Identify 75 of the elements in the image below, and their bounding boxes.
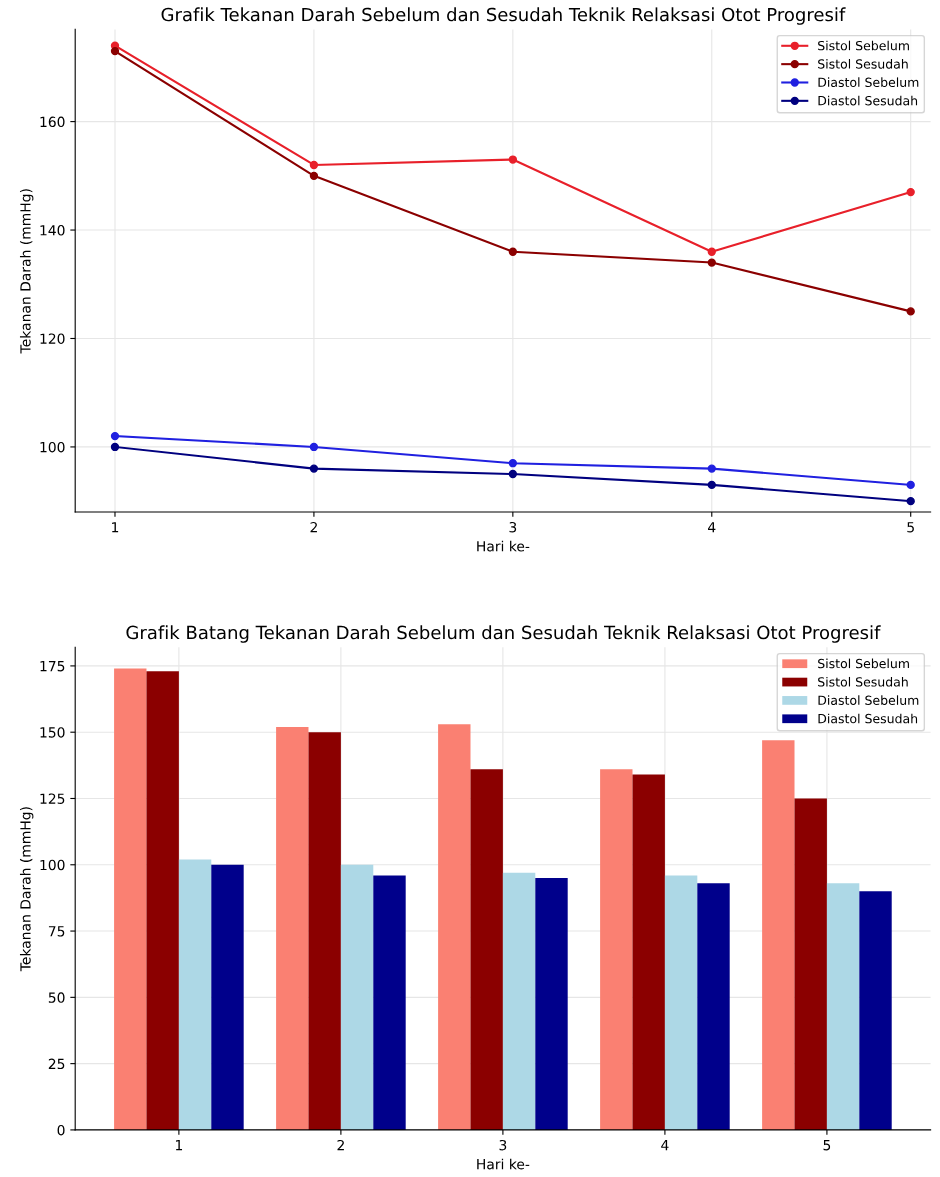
x-tick-label: 5 <box>907 522 914 533</box>
y-tick-label: 160 <box>40 116 65 128</box>
bar <box>826 883 860 1130</box>
bar <box>211 864 244 1130</box>
point <box>110 46 120 56</box>
point <box>110 431 120 441</box>
legend-label: Sistol Sesudah <box>818 676 908 687</box>
bar <box>114 668 147 1130</box>
y-tick-label: 120 <box>40 333 65 344</box>
bar <box>373 875 406 1130</box>
point <box>110 442 120 452</box>
y-axis-title: Tekanan Darah (mmHg) <box>19 189 34 354</box>
x-tick-label: 3 <box>509 521 517 533</box>
legend-label: Sistol Sebelum <box>818 658 909 669</box>
legend-label: Sistol Sebelum <box>818 40 909 51</box>
point <box>906 480 915 490</box>
point <box>906 187 915 197</box>
x-tick-label: 2 <box>337 1139 344 1151</box>
y-tick-label: 125 <box>40 793 65 804</box>
bar <box>600 769 633 1130</box>
bar <box>664 875 698 1130</box>
x-tick-label: 1 <box>175 1140 183 1151</box>
point <box>508 469 518 479</box>
y-tick-label: 0 <box>57 1124 65 1136</box>
legend-label: Sistol Sesudah <box>818 59 908 69</box>
point <box>707 247 716 256</box>
x-tick-label: 4 <box>708 522 716 533</box>
point <box>309 464 319 473</box>
x-tick-label: 5 <box>823 1140 831 1151</box>
point <box>309 442 319 452</box>
y-tick-label: 100 <box>40 441 65 453</box>
y-tick-label: 175 <box>40 661 65 672</box>
x-tick-label: 2 <box>310 521 317 533</box>
bar <box>470 769 503 1130</box>
bar <box>276 726 309 1130</box>
point <box>508 247 518 256</box>
bar <box>632 774 665 1130</box>
point <box>906 496 915 506</box>
point <box>707 464 716 473</box>
y-tick-label: 140 <box>40 225 65 236</box>
y-tick-label: 25 <box>48 1058 65 1070</box>
bar <box>794 798 827 1130</box>
x-tick-label: 4 <box>661 1140 669 1151</box>
y-tick-label: 75 <box>48 926 65 937</box>
bar <box>535 878 568 1130</box>
bar <box>697 883 730 1130</box>
point <box>508 155 518 164</box>
point <box>707 258 716 267</box>
chart-title: Grafik Batang Tekanan Darah Sebelum dan Sesudah Teknik Relaksasi Otot Progresif <box>126 625 881 643</box>
bar <box>762 740 795 1130</box>
bar <box>859 891 892 1130</box>
bar <box>308 732 341 1130</box>
legend-label: Diastol Sebelum <box>818 77 919 88</box>
x-axis-title: Hari ke- <box>477 540 530 552</box>
point <box>906 307 915 316</box>
x-axis-title: Hari ke- <box>477 1158 530 1170</box>
legend-label: Diastol Sesudah <box>818 95 918 106</box>
y-axis-title: Tekanan Darah (mmHg) <box>19 807 34 972</box>
bar <box>502 872 536 1130</box>
bar <box>438 724 471 1130</box>
point <box>309 160 319 170</box>
point <box>707 480 716 490</box>
legend-label: Diastol Sebelum <box>818 695 919 705</box>
point <box>508 459 518 468</box>
y-tick-label: 150 <box>40 727 65 738</box>
point <box>309 171 319 180</box>
chart-title: Grafik Tekanan Darah Sebelum dan Sesudah Teknik Relaksasi Otot Progresif <box>161 7 846 25</box>
bar <box>340 864 374 1130</box>
y-tick-label: 100 <box>40 859 65 871</box>
y-tick-label: 50 <box>48 992 65 1003</box>
bar <box>178 859 212 1130</box>
x-tick-label: 3 <box>499 1139 507 1151</box>
legend-label: Diastol Sesudah <box>818 713 918 724</box>
bar <box>146 671 179 1130</box>
x-tick-label: 1 <box>112 522 119 533</box>
